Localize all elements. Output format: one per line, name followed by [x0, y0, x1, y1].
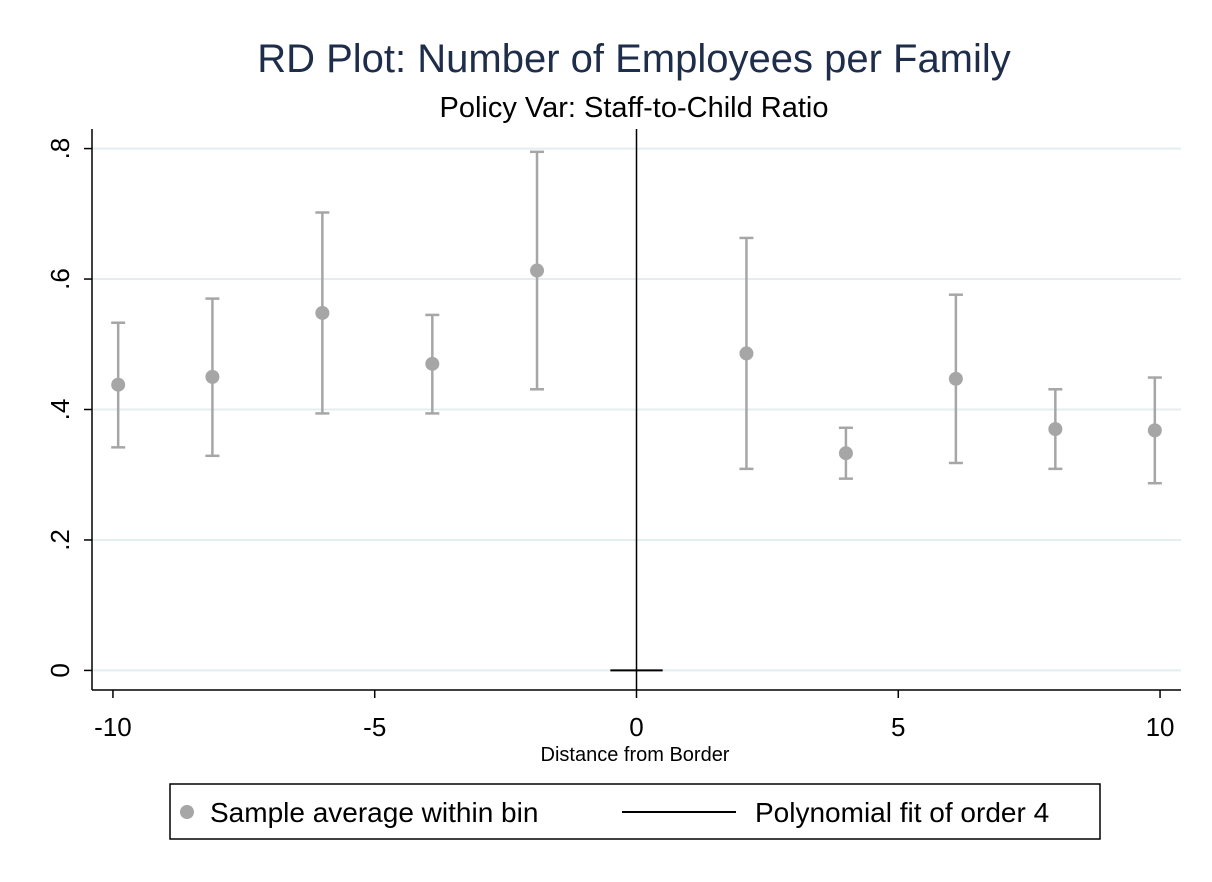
x-tick-label: -10 [94, 712, 132, 742]
y-tick-label: .6 [45, 268, 75, 290]
chart-title: RD Plot: Number of Employees per Family [257, 37, 1011, 81]
axes: 0 .2 .4 .6 .8 -10 -5 0 5 10 [45, 129, 1181, 742]
polynomial-fit-layer [610, 129, 663, 690]
legend-label-fit: Polynomial fit of order 4 [755, 797, 1049, 828]
bin-average-point [739, 346, 754, 361]
bin-average-point [315, 305, 330, 320]
y-tick-label: 0 [45, 663, 75, 677]
y-tick-label: .2 [45, 529, 75, 551]
bin-average-point [838, 446, 853, 461]
legend-marker-circle [180, 805, 194, 819]
bin-average-point [1147, 423, 1162, 438]
bin-average-point [205, 369, 220, 384]
bin-averages-layer [111, 150, 1162, 485]
x-tick-label: 5 [891, 712, 905, 742]
y-tick-label: .8 [45, 138, 75, 160]
x-tick-label: 0 [629, 712, 643, 742]
x-axis-title: Distance from Border [541, 744, 730, 766]
x-tick-label: 10 [1146, 712, 1175, 742]
bin-average-point [1048, 422, 1063, 437]
legend: Sample average within bin Polynomial fit… [169, 783, 1101, 840]
bin-average-point [111, 377, 126, 392]
bin-average-point [948, 371, 963, 386]
bin-average-point [530, 263, 545, 278]
bin-average-point [425, 356, 440, 371]
x-tick-label: -5 [363, 712, 386, 742]
legend-label-bins: Sample average within bin [210, 797, 538, 828]
chart-subtitle: Policy Var: Staff-to-Child Ratio [440, 92, 829, 124]
y-tick-label: .4 [45, 399, 75, 421]
